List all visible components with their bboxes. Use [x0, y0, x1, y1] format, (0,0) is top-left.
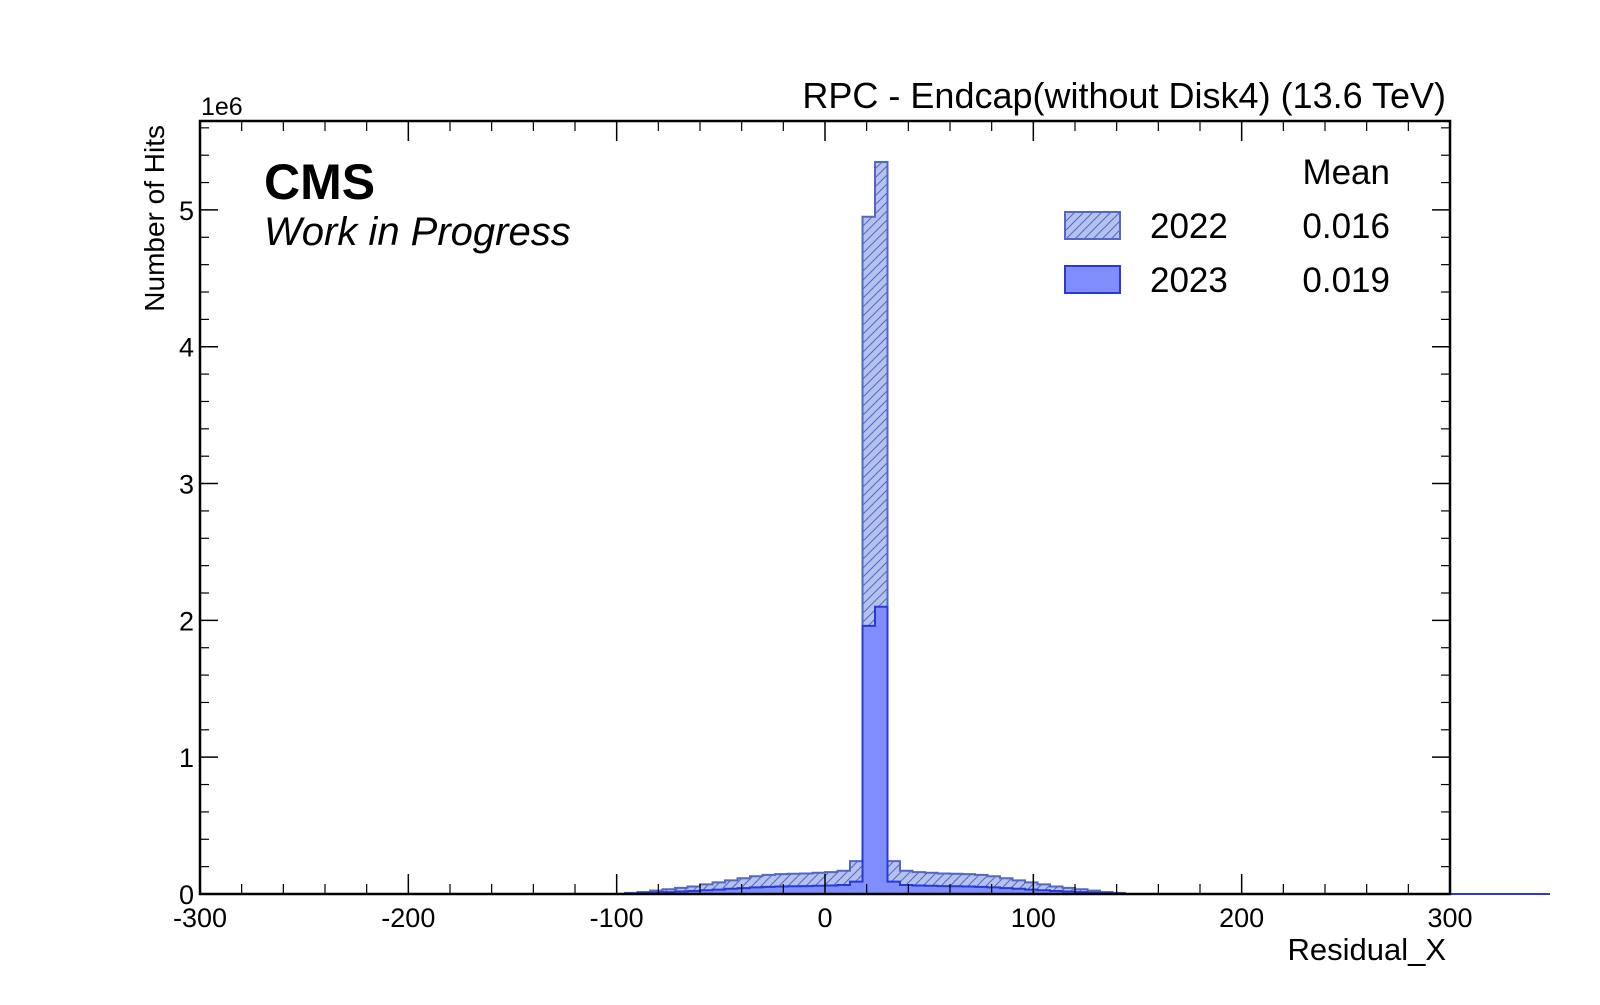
- x-tick-label: 100: [1011, 903, 1056, 933]
- y-axis-label: Number of Hits: [139, 125, 170, 312]
- legend-swatch-2022: [1065, 212, 1120, 239]
- x-tick-label: 0: [817, 903, 832, 933]
- bin-2023: [850, 882, 863, 894]
- legend-mean-2023: 0.019: [1302, 261, 1390, 300]
- x-axis-label: Residual_X: [1287, 932, 1446, 967]
- x-tick-label: 300: [1427, 903, 1472, 933]
- x-tick-label: -200: [381, 903, 435, 933]
- y-tick-label: 2: [179, 606, 194, 636]
- legend-label-2022: 2022: [1150, 207, 1228, 246]
- bin-2023: [888, 882, 901, 894]
- legend: Mean 2022 0.016 2023 0.019: [1065, 153, 1390, 300]
- y-tick-label: 3: [179, 470, 194, 500]
- bin-2023: [900, 885, 913, 894]
- bin-2023: [863, 626, 876, 894]
- x-tick-label: -100: [590, 903, 644, 933]
- bin-2023: [825, 886, 838, 894]
- legend-swatch-2023: [1065, 266, 1120, 293]
- experiment-label: CMS: [264, 154, 375, 210]
- status-label: Work in Progress: [264, 210, 571, 254]
- legend-mean-2022: 0.016: [1302, 207, 1390, 246]
- y-tick-label: 0: [179, 880, 194, 910]
- legend-header: Mean: [1302, 153, 1390, 192]
- bin-2023: [838, 885, 851, 894]
- chart-title: RPC - Endcap(without Disk4) (13.6 TeV): [802, 75, 1446, 116]
- series-2023: [200, 607, 1550, 894]
- y-tick-label: 1: [179, 743, 194, 773]
- bin-2023: [875, 607, 888, 894]
- x-tick-label: 200: [1219, 903, 1264, 933]
- y-tick-label: 4: [179, 333, 194, 363]
- y-multiplier-label: 1e6: [201, 93, 243, 121]
- legend-label-2023: 2023: [1150, 261, 1228, 300]
- bin-2023: [913, 886, 926, 894]
- y-tick-label: 5: [179, 196, 194, 226]
